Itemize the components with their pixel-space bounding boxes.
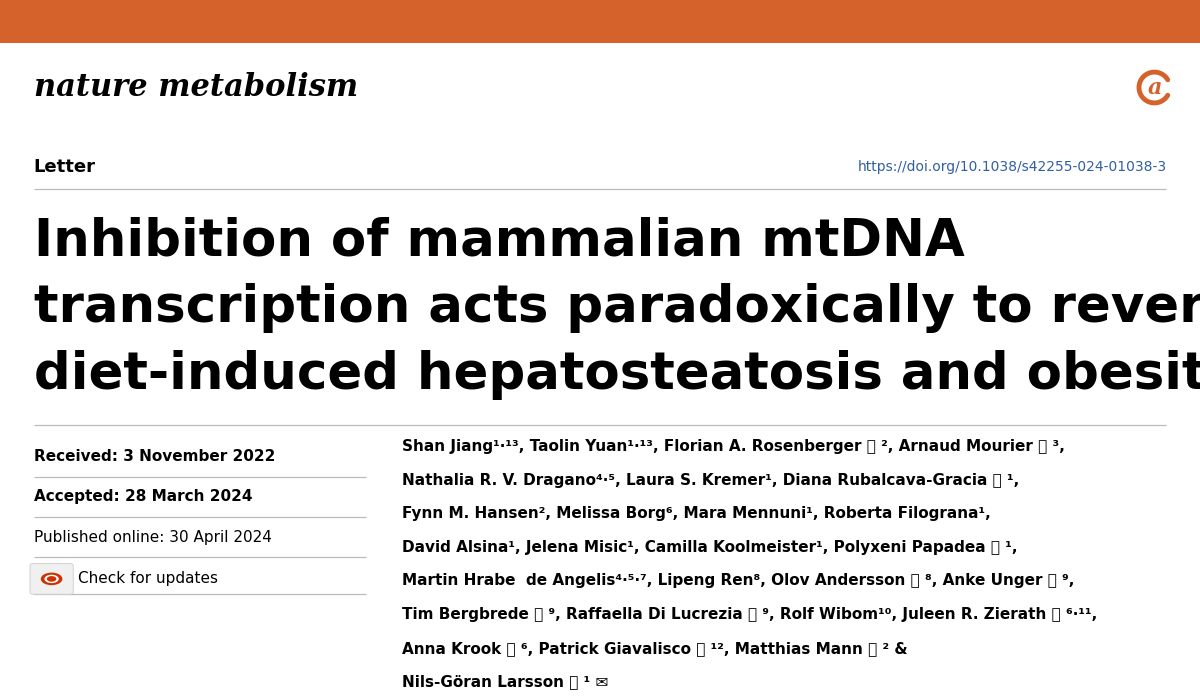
- Text: Check for updates: Check for updates: [78, 571, 218, 587]
- Text: Nathalia R. V. Dragano⁴·⁵, Laura S. Kremer¹, Diana Rubalcava-Gracia ⓘ ¹,: Nathalia R. V. Dragano⁴·⁵, Laura S. Krem…: [402, 473, 1019, 488]
- Text: a: a: [1147, 77, 1162, 99]
- Text: Accepted: 28 March 2024: Accepted: 28 March 2024: [34, 489, 252, 504]
- Text: Nils-Göran Larsson ⓘ ¹ ✉: Nils-Göran Larsson ⓘ ¹ ✉: [402, 674, 608, 690]
- Text: Shan Jiang¹·¹³, Taolin Yuan¹·¹³, Florian A. Rosenberger ⓘ ², Arnaud Mourier ⓘ ³,: Shan Jiang¹·¹³, Taolin Yuan¹·¹³, Florian…: [402, 439, 1064, 454]
- FancyBboxPatch shape: [0, 0, 1200, 43]
- Text: Inhibition of mammalian mtDNA: Inhibition of mammalian mtDNA: [34, 216, 965, 267]
- Text: diet-induced hepatosteatosis and obesity: diet-induced hepatosteatosis and obesity: [34, 349, 1200, 400]
- Text: transcription acts paradoxically to reverse: transcription acts paradoxically to reve…: [34, 283, 1200, 333]
- Text: nature metabolism: nature metabolism: [34, 72, 358, 103]
- Circle shape: [44, 575, 59, 583]
- Text: Letter: Letter: [34, 158, 96, 176]
- Text: Martin Hrabe  de Angelis⁴·⁵·⁷, Lipeng Ren⁸, Olov Andersson ⓘ ⁸, Anke Unger ⓘ ⁹,: Martin Hrabe de Angelis⁴·⁵·⁷, Lipeng Ren…: [402, 573, 1074, 589]
- Text: Tim Bergbrede ⓘ ⁹, Raffaella Di Lucrezia ⓘ ⁹, Rolf Wibom¹⁰, Juleen R. Zierath ⓘ : Tim Bergbrede ⓘ ⁹, Raffaella Di Lucrezia…: [402, 607, 1097, 622]
- Circle shape: [47, 576, 56, 582]
- FancyBboxPatch shape: [30, 564, 73, 594]
- Text: Published online: 30 April 2024: Published online: 30 April 2024: [34, 530, 271, 545]
- Text: https://doi.org/10.1038/s42255-024-01038-3: https://doi.org/10.1038/s42255-024-01038…: [857, 160, 1166, 174]
- Text: Received: 3 November 2022: Received: 3 November 2022: [34, 449, 275, 464]
- Circle shape: [41, 573, 62, 585]
- Text: Fynn M. Hansen², Melissa Borg⁶, Mara Mennuni¹, Roberta Filograna¹,: Fynn M. Hansen², Melissa Borg⁶, Mara Men…: [402, 506, 991, 522]
- Text: Anna Krook ⓘ ⁶, Patrick Giavalisco ⓘ ¹², Matthias Mann ⓘ ² &: Anna Krook ⓘ ⁶, Patrick Giavalisco ⓘ ¹²,…: [402, 640, 907, 656]
- Text: David Alsina¹, Jelena Misic¹, Camilla Koolmeister¹, Polyxeni Papadea ⓘ ¹,: David Alsina¹, Jelena Misic¹, Camilla Ko…: [402, 540, 1018, 555]
